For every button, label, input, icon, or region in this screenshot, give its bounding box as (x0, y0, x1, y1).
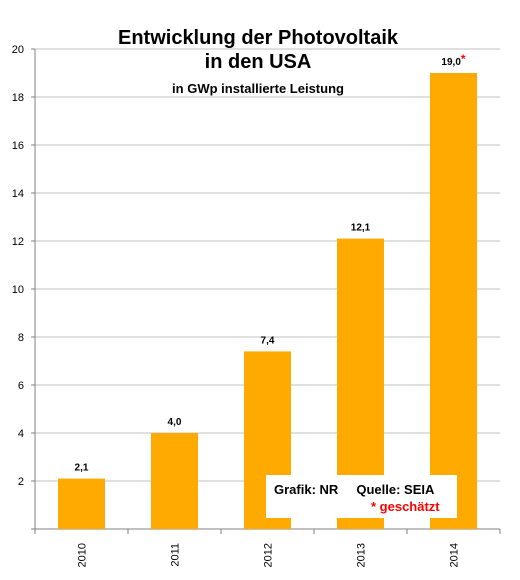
x-tick-label: 2013 (356, 543, 368, 567)
y-tick-label: 2 (18, 476, 24, 488)
y-tick-label: 10 (12, 284, 24, 296)
y-tick-label: 12 (12, 236, 24, 248)
x-tick-label: 2012 (263, 543, 275, 567)
x-tick-label: 2010 (77, 543, 89, 567)
y-tick-label: 14 (12, 188, 24, 200)
y-tick-label: 18 (12, 92, 24, 104)
data-label: 4,0 (168, 417, 182, 428)
data-label: 7,4 (261, 335, 275, 346)
chart-subtitle: in GWp installierte Leistung (172, 81, 344, 96)
y-tick-label: 20 (12, 44, 24, 56)
chart-title-line2: in den USA (205, 51, 312, 73)
tick-labels: 2 4 6 8 10 12 14 16 18 20 2010 2011 2012 2013 2014 (12, 44, 461, 567)
data-label: 12,1 (351, 223, 371, 234)
annotation-box (266, 475, 457, 518)
source-text: Grafik: NR Quelle: SEIA (274, 482, 435, 497)
x-tick-label: 2014 (449, 543, 461, 567)
bar (430, 73, 477, 529)
source-annotation: Grafik: NR Quelle: SEIA * geschätzt (266, 475, 457, 518)
bar (151, 433, 198, 529)
bar (58, 478, 105, 529)
y-tick-label: 4 (18, 428, 24, 440)
chart-title: Entwicklung der Photovoltaik (118, 27, 399, 49)
y-tick-label: 8 (18, 332, 24, 344)
y-tick-label: 16 (12, 140, 24, 152)
estimated-marker: * (461, 52, 466, 66)
y-tick-label: 6 (18, 380, 24, 392)
x-tick-label: 2011 (170, 543, 182, 567)
estimated-note: * geschätzt (371, 499, 440, 514)
data-label: 2,1 (75, 463, 89, 474)
